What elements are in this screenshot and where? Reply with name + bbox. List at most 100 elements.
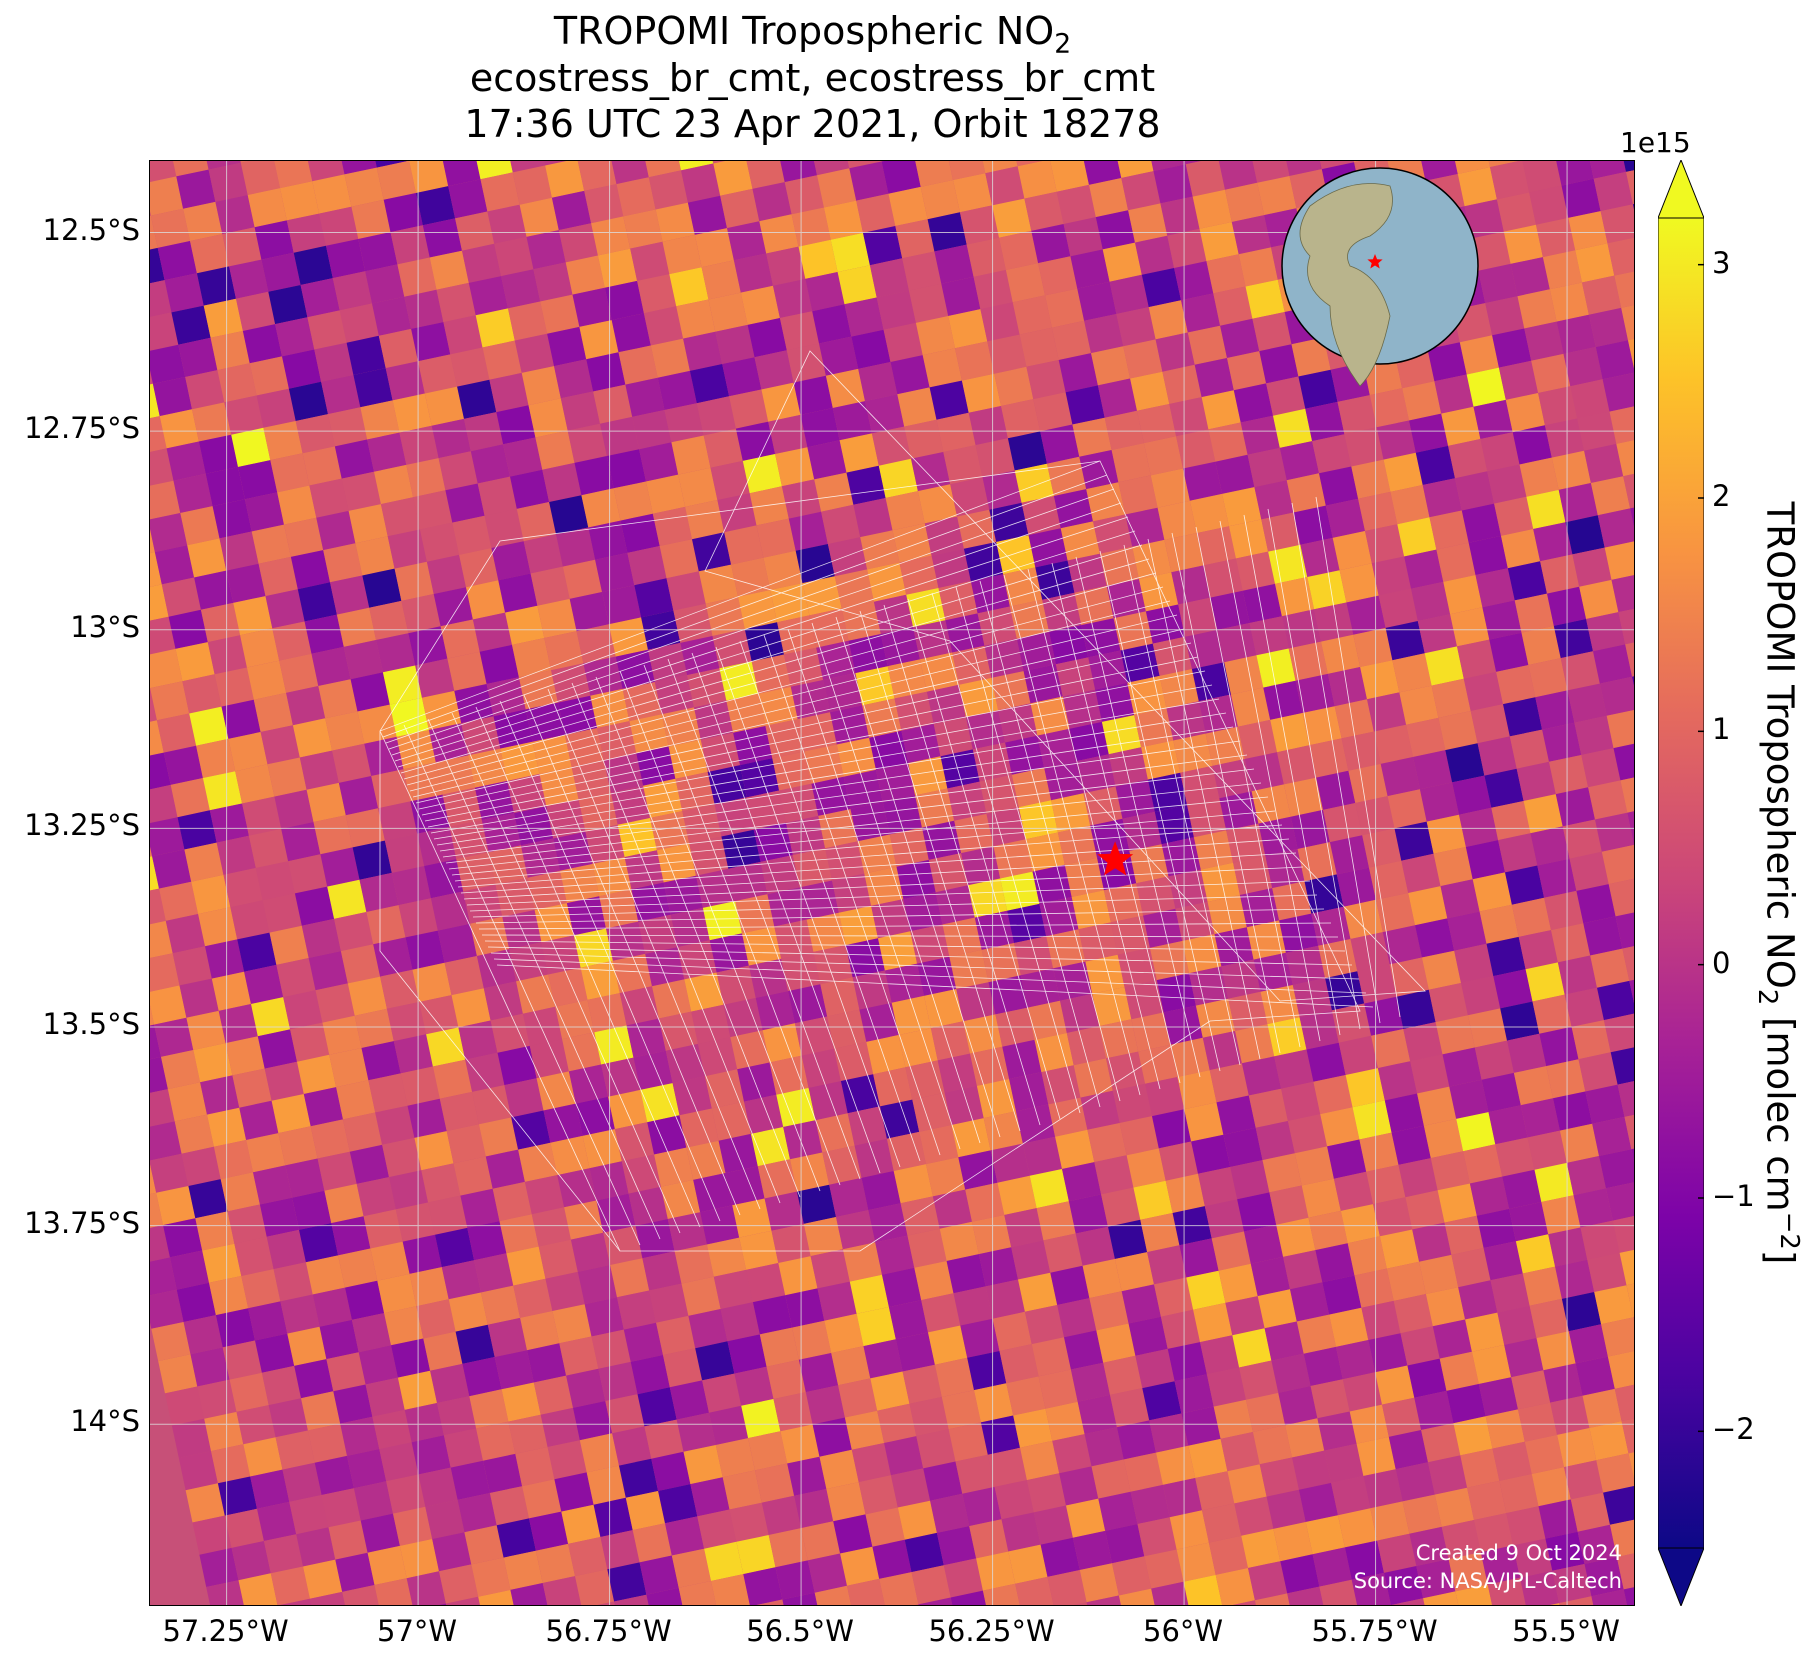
no2-pixel <box>1136 876 1176 916</box>
no2-pixel <box>706 1237 747 1277</box>
no2-pixel <box>1141 740 1181 780</box>
no2-pixel <box>248 1301 288 1341</box>
no2-pixel <box>224 1508 264 1548</box>
no2-pixel <box>172 161 209 177</box>
no2-pixel <box>489 1486 529 1526</box>
no2-pixel <box>1008 1544 1048 1584</box>
no2-pixel <box>1259 344 1299 384</box>
no2-pixel <box>157 241 197 281</box>
no2-pixel <box>1133 1180 1173 1220</box>
no2-pixel <box>586 1465 626 1505</box>
no2-pixel <box>1484 768 1524 808</box>
no2-pixel <box>826 1482 866 1522</box>
no2-pixel <box>1324 1443 1364 1483</box>
no2-pixel <box>1238 247 1278 287</box>
no2-pixel <box>1634 838 1635 877</box>
credit-created: Created 9 Oct 2024 <box>1415 1541 1622 1565</box>
no2-pixel <box>271 1094 311 1134</box>
no2-pixel <box>237 932 277 972</box>
no2-pixel <box>154 1017 194 1057</box>
no2-pixel <box>1573 1188 1613 1228</box>
colorbar <box>1657 158 1705 1608</box>
no2-pixel <box>487 1317 527 1357</box>
no2-pixel <box>527 870 567 910</box>
no2-pixel <box>1053 489 1093 529</box>
no2-pixel <box>150 985 187 1025</box>
no2-pixel <box>1227 1464 1267 1504</box>
no2-pixel <box>829 1177 869 1217</box>
no2-pixel <box>1081 618 1121 658</box>
no2-pixel <box>150 1056 168 1093</box>
no2-pixel <box>1630 507 1634 527</box>
no2-pixel <box>1455 471 1495 511</box>
no2-pixel <box>1269 1185 1309 1225</box>
no2-pixel <box>325 711 365 751</box>
no2-pixel <box>1493 969 1533 1009</box>
no2-pixel <box>1156 1445 1196 1485</box>
no2-pixel <box>244 964 284 1004</box>
no2-pixel <box>544 631 584 671</box>
no2-map[interactable] <box>150 161 1635 1606</box>
no2-pixel <box>516 974 556 1014</box>
no2-pixel <box>836 1210 876 1250</box>
no2-pixel <box>445 483 485 523</box>
no2-pixel <box>691 1004 731 1044</box>
gridlines <box>150 161 1634 1605</box>
no2-pixel <box>1286 473 1326 513</box>
no2-pixel <box>504 1078 544 1118</box>
no2-pixel <box>1421 161 1458 181</box>
no2-pixel <box>417 826 457 866</box>
no2-pixel <box>312 1287 352 1327</box>
no2-pixel <box>926 1157 966 1197</box>
no2-pixel <box>912 1092 952 1132</box>
no2-pixel <box>1593 171 1633 212</box>
no2-pixel <box>1499 1474 1539 1514</box>
lon-tick-label: 56.5°W <box>746 1614 854 1648</box>
no2-pixel <box>1601 844 1634 885</box>
no2-pixel <box>373 937 413 977</box>
no2-pixel <box>409 1267 449 1307</box>
no2-pixel <box>681 1276 721 1316</box>
no2-pixel <box>214 667 254 707</box>
no2-pixel <box>1251 784 1291 824</box>
no2-pixel <box>1080 1090 1120 1130</box>
site-star-marker[interactable] <box>1097 841 1134 876</box>
no2-pixel <box>646 474 686 514</box>
no2-pixel <box>930 1021 970 1061</box>
no2-pixel <box>1199 222 1239 262</box>
no2-pixel <box>1605 1182 1634 1221</box>
no2-pixel <box>1344 427 1384 467</box>
no2-pixel <box>1174 261 1214 301</box>
no2-pixel <box>305 1255 345 1295</box>
no2-pixel <box>647 1115 687 1155</box>
no2-pixel <box>928 1325 968 1365</box>
no2-pixel <box>150 176 184 216</box>
no2-pixel <box>696 396 736 436</box>
no2-pixel <box>1431 678 1471 718</box>
no2-pixel <box>763 550 803 590</box>
no2-pixel <box>700 1205 740 1245</box>
no2-pixel <box>676 1412 716 1452</box>
no2-pixel <box>544 161 567 166</box>
no2-pixel <box>996 535 1036 575</box>
no2-pixel <box>909 1397 949 1437</box>
no2-pixel <box>797 712 837 752</box>
no2-pixel <box>788 984 828 1024</box>
no2-pixel <box>994 1480 1034 1520</box>
no2-pixel <box>790 1152 830 1192</box>
no2-pixel <box>1151 161 1186 172</box>
no2-pixel <box>483 981 523 1021</box>
map-panel[interactable]: Created 9 Oct 2024 Source: NASA/JPL-Calt… <box>149 160 1635 1606</box>
no2-pixel <box>526 230 566 270</box>
no2-pixel <box>1130 371 1170 411</box>
no2-pixel <box>1551 450 1591 490</box>
no2-pixel <box>838 1378 878 1418</box>
no2-pixel <box>1425 1287 1466 1327</box>
no2-pixel <box>242 796 282 836</box>
no2-pixel <box>1209 1063 1249 1103</box>
no2-pixel <box>443 1428 483 1468</box>
no2-pixel <box>1399 685 1439 725</box>
no2-pixel <box>268 285 308 325</box>
no2-pixel <box>322 1015 362 1055</box>
no2-pixel <box>1153 164 1193 204</box>
